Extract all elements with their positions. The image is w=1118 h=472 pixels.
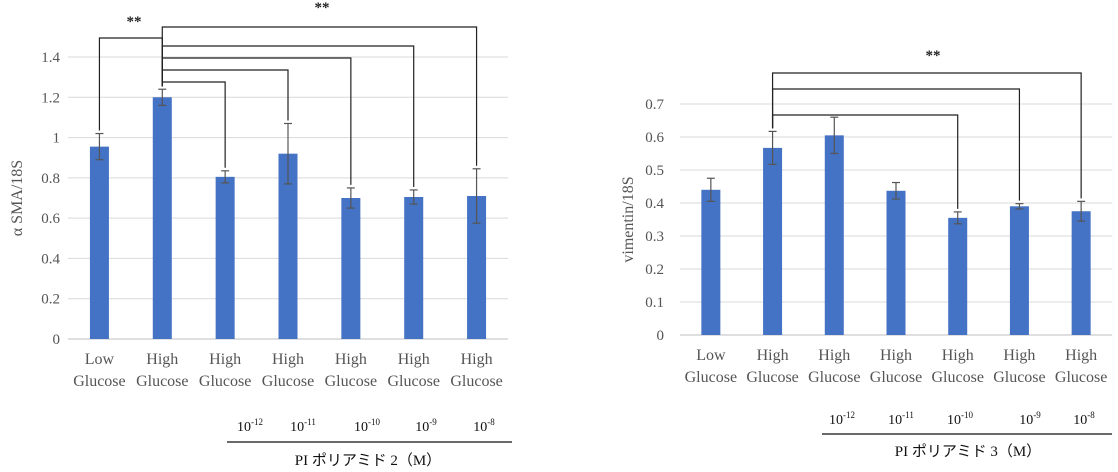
concentration-label: 10-11	[888, 410, 914, 428]
bar	[1009, 206, 1029, 335]
y-tick-label: 0.1	[645, 295, 664, 311]
x-category-label: Glucose	[685, 369, 737, 386]
y-tick-label: 0.2	[645, 262, 664, 278]
x-category-label: High	[209, 351, 241, 368]
x-category-label: Glucose	[993, 369, 1045, 386]
concentration-label: 10-10	[354, 417, 380, 435]
asma-bar-chart: 0 0.2 0.4 0.6 0.8 1 1.2 1.4 α SMA/18S Low Glucose H…	[9, 0, 512, 469]
concentration-label: 10-8	[1073, 410, 1095, 428]
concentration-label: 10-8	[473, 417, 495, 435]
y-tick-label: 0.5	[645, 163, 664, 179]
y-tick-label: 1.2	[41, 90, 60, 106]
significance-bracket	[161, 81, 226, 168]
y-tick-label: 0.2	[41, 292, 60, 308]
bar	[215, 176, 235, 339]
x-category-label: Glucose	[387, 373, 439, 390]
x-category-label: Glucose	[73, 373, 125, 390]
bar	[341, 198, 361, 339]
x-category-label: Glucose	[870, 369, 922, 386]
bar	[278, 153, 298, 339]
x-category-label: High	[942, 347, 974, 364]
y-tick-label: 0.4	[645, 196, 664, 212]
x-category-label: High	[146, 351, 178, 368]
treatment-agent-label: PI ポリアミド 3（M）	[895, 443, 1041, 460]
x-category-label: High	[335, 351, 367, 368]
x-category-label: Glucose	[450, 373, 502, 390]
x-category-label: High	[272, 351, 304, 368]
significance-marker: **	[315, 0, 330, 16]
concentration-label: 10-10	[947, 410, 973, 428]
x-category-label: Glucose	[325, 373, 377, 390]
x-category-label: Glucose	[808, 369, 860, 386]
bar	[152, 97, 172, 340]
significance-bracket	[771, 88, 1021, 201]
bar	[763, 147, 783, 335]
bar	[1071, 211, 1091, 335]
x-category-label: Glucose	[136, 373, 188, 390]
x-category-label: Glucose	[1055, 369, 1107, 386]
x-category-label: High	[880, 347, 912, 364]
x-category-label: High	[1003, 347, 1035, 364]
significance-bracket	[161, 26, 478, 166]
bar	[701, 189, 721, 335]
x-category-label: Glucose	[262, 373, 314, 390]
y-axis-label: vimentin/18S	[620, 176, 637, 262]
x-category-label: High	[757, 347, 789, 364]
concentration-label: 10-9	[415, 417, 437, 435]
y-tick-label: 1	[53, 131, 61, 147]
bar	[467, 195, 487, 339]
y-axis-label: α SMA/18S	[9, 160, 26, 236]
vimentin-bar-chart: 0 0.1 0.2 0.3 0.4 0.5 0.6 0.7 vimentin/18S Low Glu…	[620, 48, 1112, 460]
bar	[886, 190, 906, 335]
y-tick-label: 0.8	[41, 171, 60, 187]
bar	[824, 135, 844, 335]
bar	[89, 146, 109, 339]
x-category-label: High	[818, 347, 850, 364]
x-category-label: High	[1065, 347, 1097, 364]
bar	[948, 217, 968, 335]
x-category-label: Glucose	[199, 373, 251, 390]
concentration-label: 10-12	[829, 410, 855, 428]
x-category-label: Glucose	[931, 369, 983, 386]
x-category-label: High	[461, 351, 493, 368]
significance-marker: **	[127, 14, 142, 30]
y-tick-label: 0	[53, 332, 61, 348]
x-category-label: Glucose	[746, 369, 798, 386]
significance-bracket	[161, 69, 289, 121]
concentration-label: 10-12	[237, 417, 263, 435]
y-tick-label: 0	[657, 328, 665, 344]
y-tick-label: 1.4	[41, 50, 60, 66]
significance-bracket	[771, 114, 959, 209]
concentration-label: 10-11	[290, 417, 316, 435]
x-category-label: Low	[85, 351, 115, 368]
y-tick-label: 0.6	[41, 211, 60, 227]
concentration-label: 10-9	[1019, 410, 1041, 428]
y-tick-label: 0.4	[41, 251, 60, 267]
y-tick-label: 0.7	[645, 97, 664, 113]
bar	[404, 196, 424, 339]
significance-bracket	[161, 57, 352, 185]
y-tick-label: 0.3	[645, 229, 664, 245]
significance-marker: **	[926, 48, 941, 64]
treatment-agent-label: PI ポリアミド 2（M）	[295, 452, 441, 469]
y-tick-label: 0.6	[645, 130, 664, 146]
significance-bracket	[771, 72, 1082, 199]
x-category-label: High	[398, 351, 430, 368]
x-category-label: Low	[696, 347, 726, 364]
